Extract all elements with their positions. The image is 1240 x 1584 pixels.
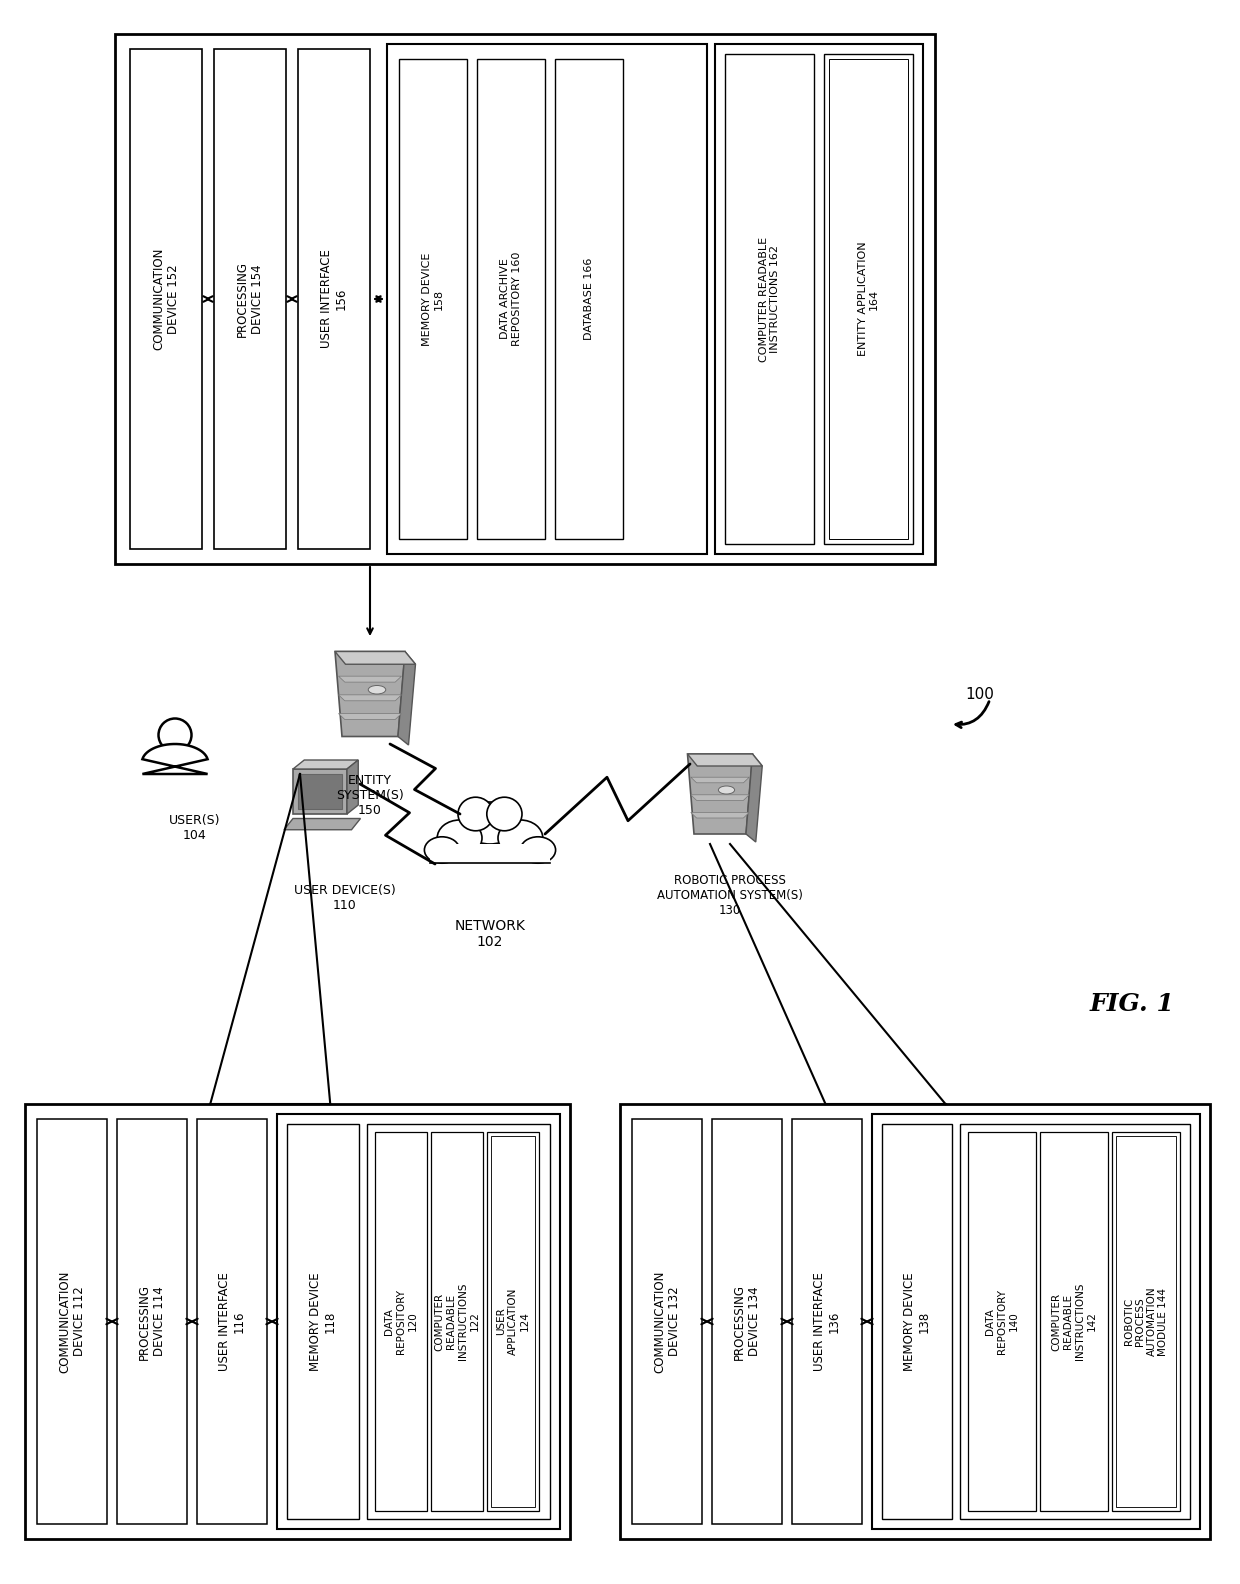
Polygon shape	[335, 651, 415, 664]
Ellipse shape	[718, 786, 734, 794]
Polygon shape	[339, 695, 402, 700]
Bar	[477, 59, 546, 539]
Polygon shape	[339, 676, 402, 683]
Bar	[882, 1125, 952, 1519]
Polygon shape	[347, 760, 358, 814]
Bar	[491, 1136, 534, 1506]
Polygon shape	[398, 651, 415, 744]
Polygon shape	[687, 754, 753, 835]
Bar	[1112, 1133, 1180, 1511]
Bar	[299, 775, 341, 808]
Bar	[632, 1118, 702, 1524]
Bar	[725, 54, 813, 543]
Text: USER INTERFACE
156: USER INTERFACE 156	[320, 250, 348, 348]
Text: PROCESSING
DEVICE 154: PROCESSING DEVICE 154	[236, 261, 264, 337]
Ellipse shape	[463, 802, 518, 844]
Bar	[1116, 1136, 1176, 1506]
Bar	[115, 33, 935, 564]
Bar	[430, 844, 551, 863]
Text: USER DEVICE(S)
110: USER DEVICE(S) 110	[294, 884, 396, 912]
Bar	[960, 1125, 1190, 1519]
Text: MEMORY DEVICE
158: MEMORY DEVICE 158	[422, 252, 444, 345]
Bar	[197, 1118, 267, 1524]
Text: USER INTERFACE
136: USER INTERFACE 136	[813, 1272, 841, 1370]
Bar	[968, 1133, 1035, 1511]
Bar	[620, 1104, 1210, 1540]
Ellipse shape	[458, 797, 494, 830]
Ellipse shape	[368, 686, 386, 694]
Ellipse shape	[498, 821, 543, 855]
Bar	[277, 1114, 560, 1529]
Bar	[715, 44, 923, 554]
Bar	[215, 49, 286, 550]
Bar	[1040, 1133, 1109, 1511]
Bar	[25, 1104, 570, 1540]
Text: USER(S)
104: USER(S) 104	[169, 814, 221, 843]
Bar	[872, 1114, 1200, 1529]
Text: COMMUNICATION
DEVICE 112: COMMUNICATION DEVICE 112	[58, 1270, 86, 1373]
Polygon shape	[335, 651, 405, 737]
Polygon shape	[691, 795, 749, 800]
Ellipse shape	[424, 836, 460, 863]
Polygon shape	[293, 760, 358, 768]
Polygon shape	[143, 744, 207, 775]
Text: ENTITY
SYSTEM(S)
150: ENTITY SYSTEM(S) 150	[336, 775, 404, 817]
Bar	[293, 768, 347, 814]
Polygon shape	[284, 819, 361, 830]
Ellipse shape	[487, 797, 522, 830]
Circle shape	[159, 719, 191, 751]
Text: USER INTERFACE
116: USER INTERFACE 116	[218, 1272, 246, 1370]
Polygon shape	[687, 754, 763, 767]
Text: FIG. 1: FIG. 1	[1090, 992, 1174, 1015]
Bar	[286, 1125, 360, 1519]
Bar	[374, 1133, 427, 1511]
Text: USER
APPLICATION
124: USER APPLICATION 124	[496, 1288, 529, 1356]
Bar	[825, 54, 913, 543]
Text: NETWORK
102: NETWORK 102	[455, 919, 526, 949]
Polygon shape	[746, 754, 763, 843]
Ellipse shape	[438, 821, 482, 855]
Text: PROCESSING
DEVICE 134: PROCESSING DEVICE 134	[733, 1283, 761, 1359]
Text: COMPUTER READABLE
INSTRUCTIONS 162: COMPUTER READABLE INSTRUCTIONS 162	[759, 236, 780, 361]
Text: DATA ARCHIVE
REPOSITORY 160: DATA ARCHIVE REPOSITORY 160	[500, 252, 522, 347]
Text: DATA
REPOSITORY
140: DATA REPOSITORY 140	[986, 1289, 1018, 1354]
Bar	[432, 1133, 484, 1511]
Bar	[487, 1133, 539, 1511]
Bar	[298, 49, 370, 550]
Text: PROCESSING
DEVICE 114: PROCESSING DEVICE 114	[138, 1283, 166, 1359]
Text: COMPUTER
READABLE
INSTRUCTIONS
122: COMPUTER READABLE INSTRUCTIONS 122	[434, 1283, 480, 1361]
Text: ROBOTIC PROCESS
AUTOMATION SYSTEM(S)
130: ROBOTIC PROCESS AUTOMATION SYSTEM(S) 130	[657, 874, 804, 917]
Text: COMPUTER
READABLE
INSTRUCTIONS
142: COMPUTER READABLE INSTRUCTIONS 142	[1052, 1283, 1096, 1361]
Bar	[130, 49, 202, 550]
Text: MEMORY DEVICE
118: MEMORY DEVICE 118	[309, 1272, 337, 1370]
Text: DATABASE 166: DATABASE 166	[584, 258, 594, 341]
Polygon shape	[691, 778, 749, 782]
Text: ENTITY APPLICATION
164: ENTITY APPLICATION 164	[858, 242, 879, 356]
Text: 100: 100	[966, 686, 994, 702]
Bar	[792, 1118, 862, 1524]
Text: MEMORY DEVICE
138: MEMORY DEVICE 138	[903, 1272, 931, 1370]
Bar	[556, 59, 622, 539]
Text: COMMUNICATION
DEVICE 152: COMMUNICATION DEVICE 152	[153, 247, 180, 350]
Bar	[712, 1118, 782, 1524]
Ellipse shape	[521, 836, 556, 863]
Bar	[399, 59, 467, 539]
Bar	[37, 1118, 107, 1524]
Bar	[117, 1118, 187, 1524]
Bar	[387, 44, 707, 554]
Text: DATA
REPOSITORY
120: DATA REPOSITORY 120	[384, 1289, 418, 1354]
Polygon shape	[691, 813, 749, 817]
Bar	[830, 59, 908, 539]
Text: COMMUNICATION
DEVICE 132: COMMUNICATION DEVICE 132	[653, 1270, 681, 1373]
Bar	[367, 1125, 551, 1519]
Text: ROBOTIC
PROCESS
AUTOMATION
MODULE 144: ROBOTIC PROCESS AUTOMATION MODULE 144	[1123, 1286, 1168, 1356]
Polygon shape	[339, 713, 402, 719]
